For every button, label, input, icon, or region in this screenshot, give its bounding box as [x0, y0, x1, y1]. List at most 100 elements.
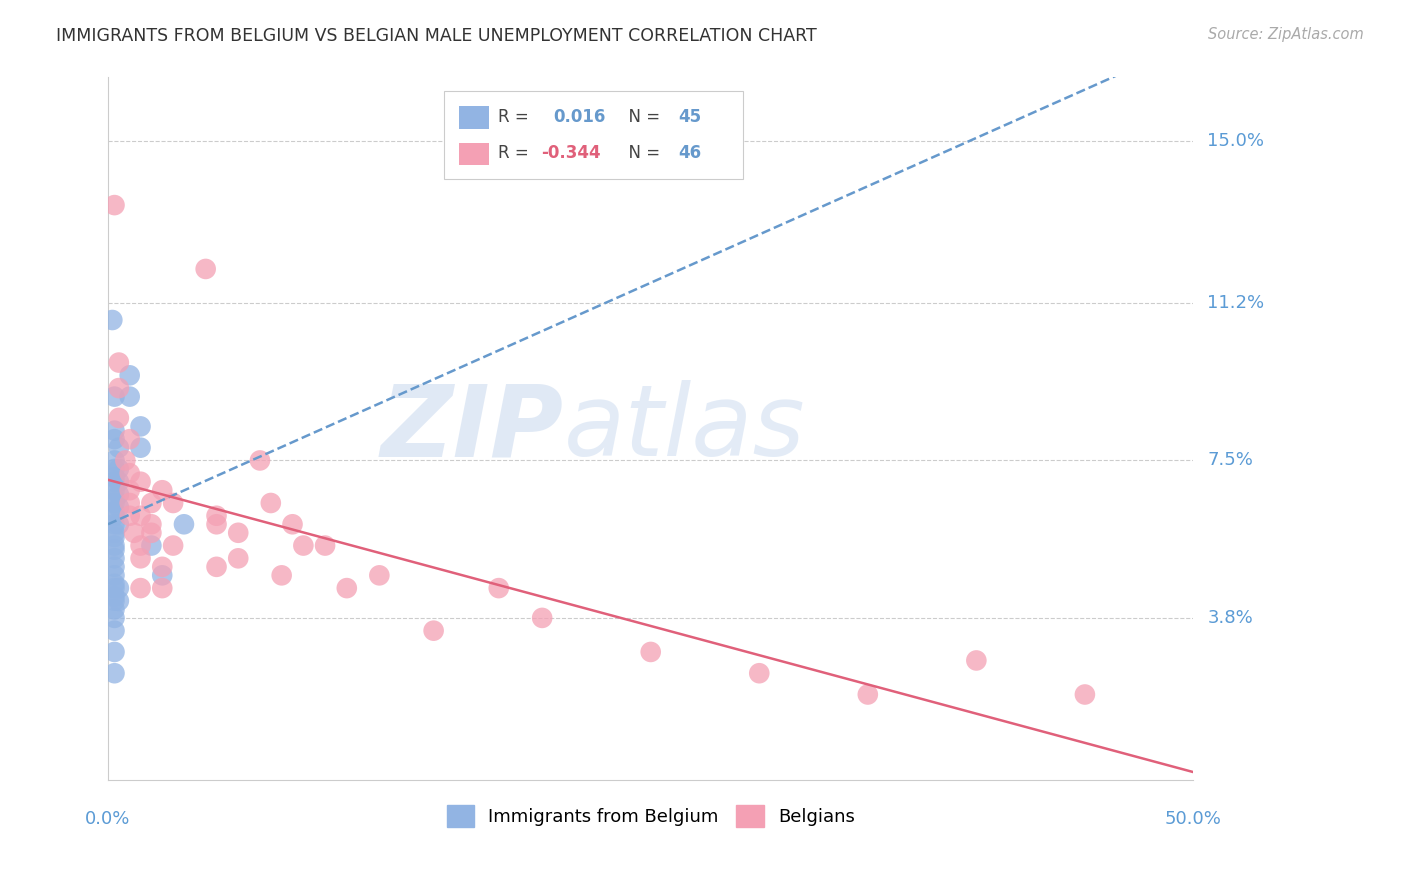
Point [118, 390, 141, 404]
Point [103, 594, 125, 608]
Point [103, 542, 125, 557]
Point [270, 568, 292, 582]
Point [122, 525, 145, 540]
Point [488, 581, 510, 595]
Point [173, 517, 195, 532]
Point [108, 487, 131, 501]
Bar [458, 143, 489, 165]
Point [103, 525, 125, 540]
Point [108, 517, 131, 532]
Point [108, 381, 131, 395]
Point [748, 666, 770, 681]
Text: atlas: atlas [564, 380, 806, 477]
Point [129, 551, 152, 566]
Point [103, 432, 125, 446]
Point [103, 483, 125, 498]
Point [108, 441, 131, 455]
Point [103, 390, 125, 404]
Point [103, 453, 125, 467]
Text: R =: R = [498, 145, 534, 162]
Point [108, 475, 131, 489]
Point [103, 568, 125, 582]
Point [531, 611, 554, 625]
Text: 11.2%: 11.2% [1208, 294, 1264, 312]
Point [118, 508, 141, 523]
Point [103, 475, 125, 489]
Point [856, 688, 879, 702]
Point [118, 368, 141, 383]
Point [108, 462, 131, 476]
Point [108, 355, 131, 369]
Point [103, 611, 125, 625]
Point [108, 594, 131, 608]
Point [205, 517, 228, 532]
Point [129, 581, 152, 595]
Point [108, 581, 131, 595]
Text: Source: ZipAtlas.com: Source: ZipAtlas.com [1208, 27, 1364, 42]
Point [129, 539, 152, 553]
Text: N =: N = [619, 108, 665, 126]
Point [118, 483, 141, 498]
Point [249, 453, 271, 467]
Point [108, 410, 131, 425]
Point [103, 577, 125, 591]
Text: N =: N = [619, 145, 665, 162]
Point [118, 432, 141, 446]
Point [205, 559, 228, 574]
Point [141, 539, 163, 553]
Point [103, 462, 125, 476]
Point [129, 419, 152, 434]
Text: ZIP: ZIP [381, 380, 564, 477]
Point [103, 602, 125, 616]
Point [1074, 688, 1097, 702]
Point [103, 508, 125, 523]
Point [150, 559, 173, 574]
Point [103, 496, 125, 510]
Text: -0.344: -0.344 [541, 145, 600, 162]
Point [150, 483, 173, 498]
Point [118, 496, 141, 510]
Point [260, 496, 283, 510]
Text: 3.8%: 3.8% [1208, 609, 1253, 627]
Point [368, 568, 391, 582]
Point [336, 581, 359, 595]
Point [103, 198, 125, 212]
Point [103, 470, 125, 484]
Point [141, 517, 163, 532]
Text: 0.016: 0.016 [553, 108, 606, 126]
Point [281, 517, 304, 532]
Point [226, 551, 249, 566]
Point [129, 441, 152, 455]
Text: 0.0%: 0.0% [86, 810, 131, 828]
Legend: Immigrants from Belgium, Belgians: Immigrants from Belgium, Belgians [439, 797, 862, 834]
Text: 15.0%: 15.0% [1208, 132, 1264, 150]
Point [103, 517, 125, 532]
Point [150, 581, 173, 595]
Point [226, 525, 249, 540]
Point [965, 653, 987, 667]
Point [205, 508, 228, 523]
Point [292, 539, 315, 553]
Text: 46: 46 [678, 145, 702, 162]
Point [103, 551, 125, 566]
Point [314, 539, 336, 553]
Bar [458, 106, 489, 128]
Point [194, 262, 217, 277]
Point [118, 467, 141, 481]
Point [103, 491, 125, 506]
Point [162, 539, 184, 553]
Text: 45: 45 [678, 108, 702, 126]
Point [103, 590, 125, 604]
Point [129, 475, 152, 489]
Point [162, 496, 184, 510]
Point [129, 508, 152, 523]
Point [114, 453, 136, 467]
Point [101, 313, 124, 327]
FancyBboxPatch shape [444, 92, 742, 179]
Point [103, 624, 125, 638]
Point [103, 530, 125, 544]
Point [103, 581, 125, 595]
Text: 50.0%: 50.0% [1166, 810, 1222, 828]
Point [103, 424, 125, 438]
Text: IMMIGRANTS FROM BELGIUM VS BELGIAN MALE UNEMPLOYMENT CORRELATION CHART: IMMIGRANTS FROM BELGIUM VS BELGIAN MALE … [56, 27, 817, 45]
